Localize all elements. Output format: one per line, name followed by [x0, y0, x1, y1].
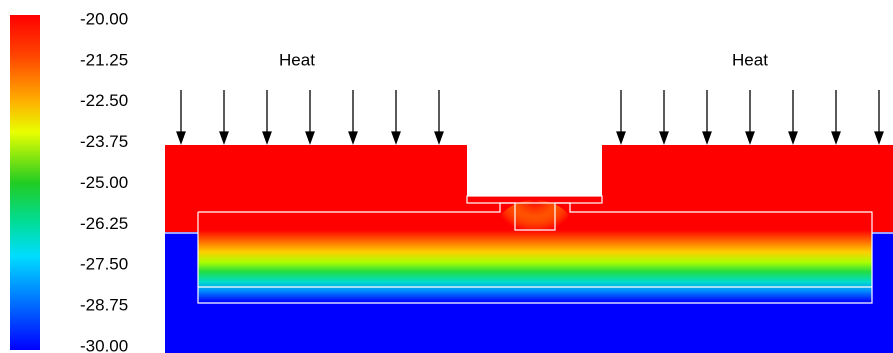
- arrow-head: [348, 131, 358, 145]
- arrow-head: [434, 131, 444, 145]
- colorbar-tick-label: -23.75: [80, 132, 128, 151]
- arrow-head: [616, 131, 626, 145]
- arrow-head: [305, 131, 315, 145]
- arrow-head: [659, 131, 669, 145]
- colorbar-tick-label: -26.25: [80, 214, 128, 233]
- colorbar: [10, 15, 40, 350]
- arrow-head: [219, 131, 229, 145]
- colorbar-tick-label: -25.00: [80, 173, 128, 192]
- arrow-head: [874, 131, 884, 145]
- arrow-head: [262, 131, 272, 145]
- colorbar-tick-label: -30.00: [80, 336, 128, 353]
- hot-spot: [495, 200, 575, 264]
- colorbar-tick-label: -28.75: [80, 296, 128, 315]
- gradient-region: [198, 230, 872, 302]
- arrow-head: [702, 131, 712, 145]
- colorbar-tick-label: -22.50: [80, 91, 128, 110]
- arrow-head: [176, 131, 186, 145]
- colorbar-tick-label: -20.00: [80, 9, 128, 28]
- arrow-head: [831, 131, 841, 145]
- heat-arrows: [176, 90, 884, 145]
- heat-label: Heat: [279, 50, 315, 69]
- arrow-head: [788, 131, 798, 145]
- colorbar-tick-label: -21.25: [80, 50, 128, 69]
- colorbar-tick-label: -27.50: [80, 255, 128, 274]
- heat-label: Heat: [732, 50, 768, 69]
- heated-region: [165, 145, 893, 232]
- outlines: [165, 195, 893, 304]
- arrow-head: [745, 131, 755, 145]
- arrow-head: [391, 131, 401, 145]
